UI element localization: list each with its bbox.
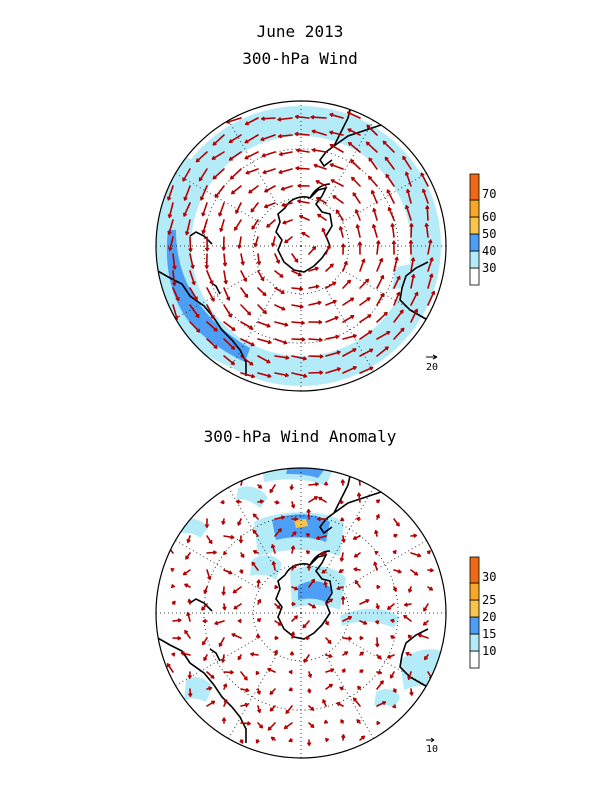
wind-vector [343, 316, 354, 322]
wind-vector [232, 186, 241, 194]
panel-2-reference-vector: 10 [426, 738, 438, 755]
wind-vector [331, 180, 343, 186]
wind-vector [207, 271, 212, 284]
panel-2-legend-bin-3 [470, 617, 479, 634]
panel-2-legend-tick: 20 [482, 610, 496, 624]
panel-2-shade-upper-left [236, 486, 268, 508]
panel-2-shade-mid [250, 555, 282, 580]
wind-vector [241, 288, 247, 297]
panel-2-coast-left-3 [210, 649, 220, 661]
panel-1-legend-tick: 30 [482, 261, 496, 275]
panel-1-reference-label: 20 [426, 362, 438, 373]
panel-1-legend: 30 40 50 60 70 [470, 174, 496, 285]
wind-vector [258, 288, 266, 295]
panel-2-map [156, 462, 446, 758]
wind-vector [241, 305, 250, 315]
panel-2-legend-tick: 10 [482, 644, 496, 658]
wind-vector [231, 169, 241, 179]
wind-vector [411, 224, 412, 237]
panel-1-legend-bin-5 [470, 200, 479, 217]
panel-2-legend-tick: 25 [482, 593, 496, 607]
graticule-meridian [325, 654, 374, 738]
wind-vector [309, 356, 323, 357]
panel-1-reference-vector: 20 [426, 355, 438, 373]
panel-2-legend-bin-5 [470, 583, 479, 600]
panel-1-legend-bin-3 [470, 234, 479, 251]
figure-title: June 2013 [257, 22, 344, 41]
panel-1-coast-left-1 [190, 232, 212, 244]
wind-vector [190, 237, 191, 251]
wind-vector [241, 322, 252, 328]
panel-1-legend-tick: 40 [482, 244, 496, 258]
wind-vector [215, 186, 224, 197]
wind-vector [309, 372, 322, 373]
wind-vector [354, 698, 360, 706]
wind-vector [251, 203, 258, 212]
panel-1-legend-bin-6 [470, 174, 479, 200]
wind-vector [292, 339, 305, 340]
panel-1-legend-tick: 50 [482, 227, 496, 241]
panel-2-legend-bin-1 [470, 651, 479, 668]
panel-1-legend-tick: 70 [482, 187, 496, 201]
panel-2-legend-tick: 30 [482, 570, 496, 584]
panel-2-coast-left-1 [190, 599, 212, 611]
wind-vector [387, 190, 394, 203]
wind-vector [377, 276, 383, 288]
panel-1-legend-bin-1 [470, 268, 479, 285]
wind-vector [224, 305, 231, 317]
panel-1-legend-tick: 60 [482, 210, 496, 224]
panel-2-graticule [156, 468, 446, 758]
wind-vector [309, 247, 315, 254]
wind-vector [337, 210, 343, 220]
panel-2-legend-bin-4 [470, 600, 479, 617]
panel-2-legend-bin-2 [470, 634, 479, 651]
panel-2-subtitle: 300-hPa Wind Anomaly [204, 427, 397, 446]
wind-vector [330, 145, 343, 152]
panel-1-legend-bin-4 [470, 217, 479, 234]
wind-vector [351, 160, 360, 169]
wind-vector [343, 280, 350, 288]
panel-2-reference-label: 10 [426, 744, 438, 755]
wind-vector-head [358, 477, 361, 480]
panel-1-legend-bin-2 [470, 251, 479, 268]
wind-vector [207, 288, 214, 301]
graticule-meridian [175, 541, 259, 590]
panel-2-legend-tick: 15 [482, 627, 496, 641]
graticule-meridian [229, 654, 278, 738]
wind-vector [360, 298, 370, 305]
wind-vector [353, 193, 360, 203]
wind-vector [249, 186, 258, 193]
wind-vector [267, 220, 275, 227]
wind-vector [333, 196, 343, 203]
panel-2-coast-upper-right [334, 491, 416, 513]
wind-vector [360, 315, 371, 322]
wind-vector [245, 152, 258, 158]
wind-vector [369, 177, 377, 186]
panel-1-subtitle: 300-hPa Wind [242, 49, 358, 68]
wind-vector [343, 298, 353, 305]
panel-2-legend: 10 15 20 25 30 [470, 557, 496, 668]
wind-vector [326, 264, 333, 271]
panel-2-legend-bin-6 [470, 557, 479, 583]
wind-vector [235, 220, 241, 230]
wind-vector [377, 681, 383, 689]
wind-vector [268, 723, 275, 730]
wind-vector [352, 178, 360, 186]
